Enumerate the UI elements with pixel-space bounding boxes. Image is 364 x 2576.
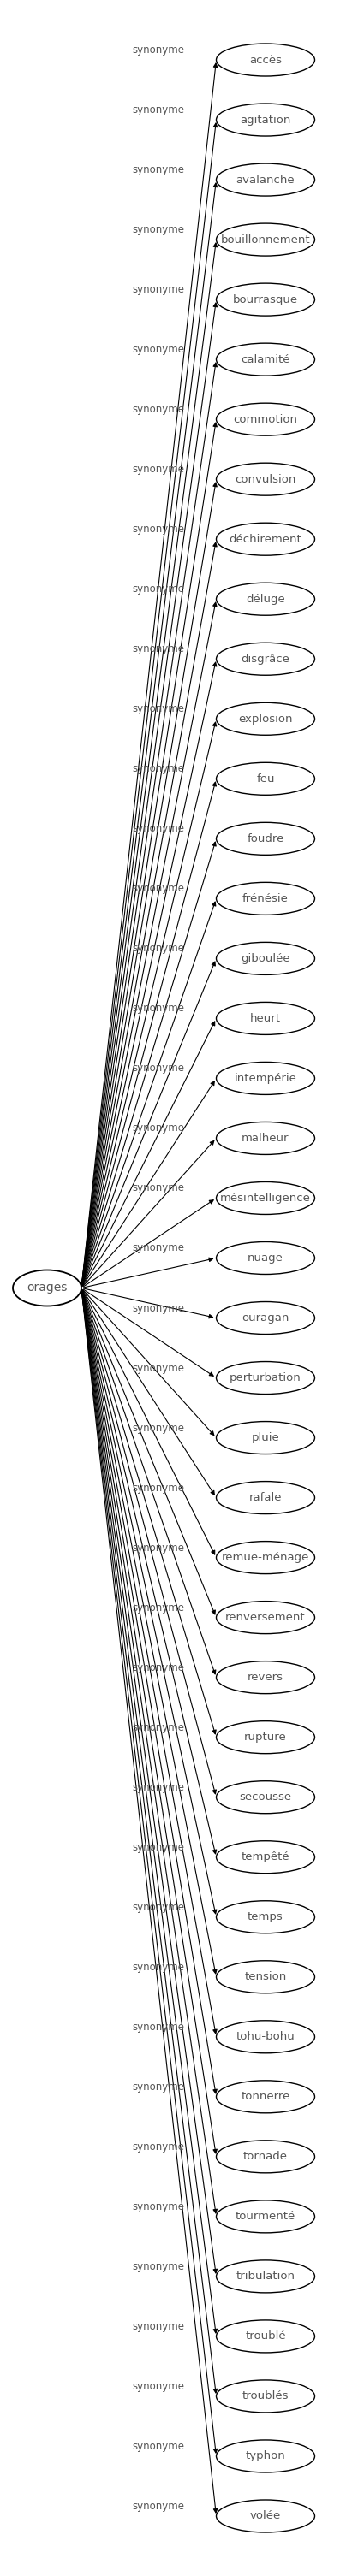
Text: remue-ménage: remue-ménage [222, 1551, 309, 1564]
Text: synonyme: synonyme [132, 106, 185, 116]
Text: synonyme: synonyme [132, 2262, 185, 2272]
Text: synonyme: synonyme [132, 703, 185, 714]
Text: rupture: rupture [244, 1731, 287, 1744]
Text: mésintelligence: mésintelligence [220, 1193, 311, 1203]
Text: synonyme: synonyme [132, 2022, 185, 2032]
Text: perturbation: perturbation [230, 1373, 301, 1383]
Text: synonyme: synonyme [132, 1901, 185, 1914]
Text: secousse: secousse [239, 1793, 292, 1803]
Text: synonyme: synonyme [132, 884, 185, 894]
Text: renversement: renversement [225, 1613, 306, 1623]
Text: synonyme: synonyme [132, 2501, 185, 2512]
Text: agitation: agitation [240, 113, 291, 126]
Text: temps: temps [248, 1911, 284, 1922]
Text: rafale: rafale [249, 1492, 282, 1504]
Text: tornade: tornade [243, 2151, 288, 2161]
Text: typhon: typhon [245, 2450, 285, 2463]
Text: bouillonnement: bouillonnement [221, 234, 310, 245]
Text: synonyme: synonyme [132, 404, 185, 415]
Text: synonyme: synonyme [132, 1363, 185, 1373]
Text: synonyme: synonyme [132, 523, 185, 536]
Text: ouragan: ouragan [242, 1311, 289, 1324]
Text: synonyme: synonyme [132, 1182, 185, 1193]
Text: synonyme: synonyme [132, 1002, 185, 1015]
Text: synonyme: synonyme [132, 824, 185, 835]
Text: tension: tension [244, 1971, 286, 1984]
Text: tonnerre: tonnerre [241, 2092, 290, 2102]
Text: giboulée: giboulée [241, 953, 290, 963]
Text: synonyme: synonyme [132, 1123, 185, 1133]
Text: malheur: malheur [242, 1133, 289, 1144]
Text: synonyme: synonyme [132, 1662, 185, 1674]
Text: synonyme: synonyme [132, 1543, 185, 1553]
Text: synonyme: synonyme [132, 1842, 185, 1852]
Text: avalanche: avalanche [236, 175, 295, 185]
Text: foudre: foudre [247, 832, 284, 845]
Text: tribulation: tribulation [236, 2272, 295, 2282]
Text: synonyme: synonyme [132, 44, 185, 57]
Text: calamité: calamité [241, 353, 290, 366]
Text: déluge: déluge [246, 592, 285, 605]
Text: bourrasque: bourrasque [233, 294, 298, 304]
Text: synonyme: synonyme [132, 1242, 185, 1255]
Text: synonyme: synonyme [132, 1481, 185, 1494]
Text: synonyme: synonyme [132, 283, 185, 296]
Text: nuage: nuage [248, 1252, 284, 1265]
Text: synonyme: synonyme [132, 1064, 185, 1074]
Text: intempérie: intempérie [234, 1072, 297, 1084]
Text: troublé: troublé [245, 2331, 286, 2342]
Text: revers: revers [248, 1672, 284, 1682]
Text: synonyme: synonyme [132, 2380, 185, 2393]
Text: synonyme: synonyme [132, 2200, 185, 2213]
Text: accès: accès [249, 54, 282, 64]
Text: feu: feu [256, 773, 275, 783]
Text: tohu-bohu: tohu-bohu [236, 2032, 295, 2043]
Text: synonyme: synonyme [132, 2141, 185, 2154]
Text: synonyme: synonyme [132, 464, 185, 474]
Text: synonyme: synonyme [132, 2321, 185, 2331]
Text: tourmenté: tourmenté [236, 2210, 296, 2223]
Text: tempêté: tempêté [241, 1852, 290, 1862]
Text: synonyme: synonyme [132, 1960, 185, 1973]
Text: synonyme: synonyme [132, 1422, 185, 1432]
Text: orages: orages [27, 1283, 67, 1293]
Text: troublés: troublés [242, 2391, 289, 2401]
Text: synonyme: synonyme [132, 224, 185, 234]
Text: synonyme: synonyme [132, 2442, 185, 2452]
Text: synonyme: synonyme [132, 1303, 185, 1314]
Text: synonyme: synonyme [132, 762, 185, 775]
Text: synonyme: synonyme [132, 644, 185, 654]
Text: pluie: pluie [252, 1432, 280, 1443]
Text: heurt: heurt [250, 1012, 281, 1025]
Text: synonyme: synonyme [132, 1783, 185, 1793]
Text: synonyme: synonyme [132, 345, 185, 355]
Text: explosion: explosion [238, 714, 293, 724]
Text: disgrâce: disgrâce [241, 654, 290, 665]
Text: commotion: commotion [233, 415, 298, 425]
Text: volée: volée [250, 2512, 281, 2522]
Text: synonyme: synonyme [132, 2081, 185, 2092]
Text: synonyme: synonyme [132, 1721, 185, 1734]
Text: déchirement: déchirement [229, 533, 302, 544]
Text: synonyme: synonyme [132, 1602, 185, 1613]
Text: synonyme: synonyme [132, 165, 185, 175]
Text: convulsion: convulsion [235, 474, 296, 484]
Text: synonyme: synonyme [132, 585, 185, 595]
Text: synonyme: synonyme [132, 943, 185, 953]
Text: frénésie: frénésie [242, 894, 289, 904]
